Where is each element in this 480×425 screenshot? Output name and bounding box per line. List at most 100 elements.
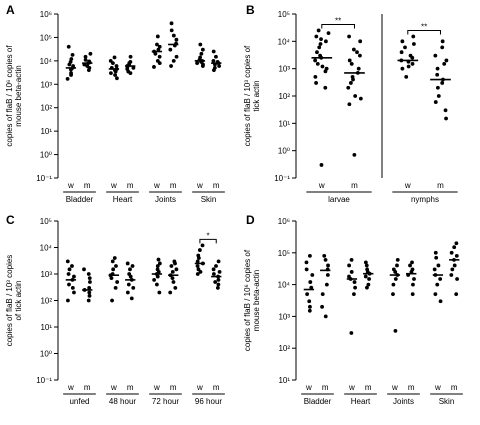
data-point — [154, 282, 159, 287]
data-point — [347, 102, 352, 107]
data-point — [66, 298, 70, 303]
panel-d: D 10¹ 10² 10³ 10⁴ 10⁵ 10⁶ copies of flaB / 10⁶ … — [243, 213, 463, 406]
data-point — [157, 261, 162, 266]
data-point — [410, 61, 415, 66]
data-point — [86, 298, 91, 303]
data-point — [434, 255, 439, 260]
data-point — [436, 94, 441, 98]
data-point — [323, 257, 328, 262]
category-label: 48 hour — [109, 397, 136, 406]
x-tick-label: m — [170, 181, 177, 190]
data-point — [313, 74, 318, 79]
panel-letter: D — [246, 213, 255, 227]
x-tick-label: w — [348, 383, 355, 392]
data-point — [195, 272, 200, 276]
data-point — [155, 42, 159, 47]
data-point — [324, 39, 328, 44]
data-point — [393, 270, 398, 274]
x-tick-label: m — [84, 383, 91, 392]
data-point — [157, 54, 162, 59]
data-point — [352, 280, 357, 284]
x-tick-label: m — [127, 181, 134, 190]
data-point — [325, 273, 330, 277]
data-point — [169, 264, 174, 268]
x-tick-label: m — [213, 383, 220, 392]
data-point — [110, 298, 114, 303]
data-point — [412, 277, 416, 281]
x-tick-label: w — [434, 383, 441, 392]
y-tick-label: 10⁵ — [278, 10, 290, 19]
data-point — [314, 34, 319, 39]
data-point — [199, 51, 204, 56]
data-point — [169, 64, 173, 68]
x-tick-label: m — [365, 383, 372, 392]
data-point — [168, 47, 173, 52]
data-point — [200, 64, 205, 68]
data-point — [433, 53, 438, 58]
data-point — [70, 52, 75, 57]
data-point — [435, 66, 440, 71]
data-point — [400, 39, 405, 44]
data-point — [314, 81, 318, 85]
data-point — [174, 37, 179, 42]
data-point — [323, 85, 328, 90]
category-label: Skin — [201, 195, 217, 204]
data-point — [217, 270, 222, 274]
x-tick-label: w — [153, 383, 160, 392]
y-tick-label: 10⁵ — [278, 249, 290, 258]
data-point — [454, 253, 459, 258]
data-point — [324, 282, 329, 287]
y-axis-label: mouse beta-actin — [252, 270, 261, 331]
data-point — [438, 277, 443, 281]
data-point — [438, 299, 443, 304]
x-tick-label: w — [110, 181, 117, 190]
category-label: Bladder — [66, 195, 94, 204]
data-point — [87, 290, 92, 295]
data-point — [128, 71, 133, 76]
data-point — [198, 42, 203, 47]
panel-letter: B — [246, 3, 255, 17]
data-point — [67, 267, 72, 272]
data-point — [114, 64, 119, 68]
data-point — [308, 304, 312, 309]
data-point — [113, 73, 118, 77]
data-point — [435, 282, 440, 287]
data-point — [72, 274, 76, 279]
data-point — [212, 68, 216, 73]
data-point — [171, 33, 176, 38]
y-axis-label: of tick actin — [14, 280, 23, 320]
data-point — [87, 285, 92, 290]
data-point — [87, 293, 92, 298]
data-point — [399, 50, 404, 55]
data-point — [110, 259, 115, 264]
data-point — [115, 280, 120, 284]
data-point — [128, 267, 132, 272]
data-point — [65, 259, 70, 264]
data-point — [113, 285, 118, 290]
data-point — [443, 108, 448, 113]
data-point — [128, 274, 133, 279]
data-point — [111, 267, 116, 272]
data-point — [72, 290, 76, 295]
significance-bracket — [321, 23, 355, 29]
y-tick-label: 10¹ — [40, 127, 52, 136]
x-tick-label: w — [391, 383, 398, 392]
data-point — [174, 54, 179, 59]
data-point — [112, 55, 117, 60]
data-point — [316, 28, 321, 33]
category-label: 96 hour — [195, 397, 222, 406]
category-label: Joints — [393, 397, 414, 406]
y-tick-label: 10² — [40, 104, 52, 113]
category-label: unfed — [69, 397, 89, 406]
data-point — [70, 264, 74, 268]
data-point — [83, 54, 88, 59]
data-point — [444, 58, 449, 63]
data-point — [173, 261, 177, 266]
y-tick-label: 10¹ — [278, 376, 290, 385]
data-point — [174, 267, 179, 272]
data-point — [393, 277, 398, 281]
data-point — [66, 272, 71, 276]
data-point — [435, 72, 440, 77]
data-point — [129, 296, 134, 301]
panel-b: B 10⁻¹ 10⁰ 10¹ 10² 10³ 10⁴ 10⁵ copies of flaB / … — [243, 3, 458, 204]
